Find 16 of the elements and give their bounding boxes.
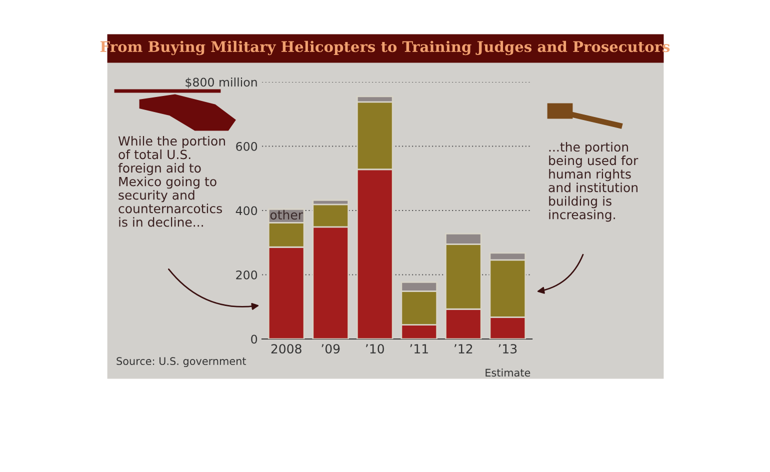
y-tick-label: 200 xyxy=(236,270,258,280)
x-tick-label: ’09 xyxy=(322,344,340,354)
y-tick-label: 400 xyxy=(236,206,258,216)
source-note: Source: U.S. government xyxy=(116,357,246,368)
y-tick-label: 0 xyxy=(251,334,258,344)
x-tick-label: 2008 xyxy=(271,344,302,354)
x-tick-label: ’12 xyxy=(454,344,472,354)
y-tick-label: $800 million xyxy=(186,78,257,88)
series-label: other xyxy=(270,210,303,220)
text: While the portion of total U.S. foreign aid to Mexico going to security and counternarcotics is in decline... xyxy=(118,136,225,227)
text: ...the portion being used for human rights and institution building is increasing. xyxy=(548,142,638,222)
x-tick-label: ’13 xyxy=(498,344,517,354)
y-tick-label: 600 xyxy=(236,142,258,151)
x-tick-label: ’11 xyxy=(410,344,428,354)
text: Estimate xyxy=(486,368,530,377)
x-tick-label: ’10 xyxy=(366,344,384,354)
